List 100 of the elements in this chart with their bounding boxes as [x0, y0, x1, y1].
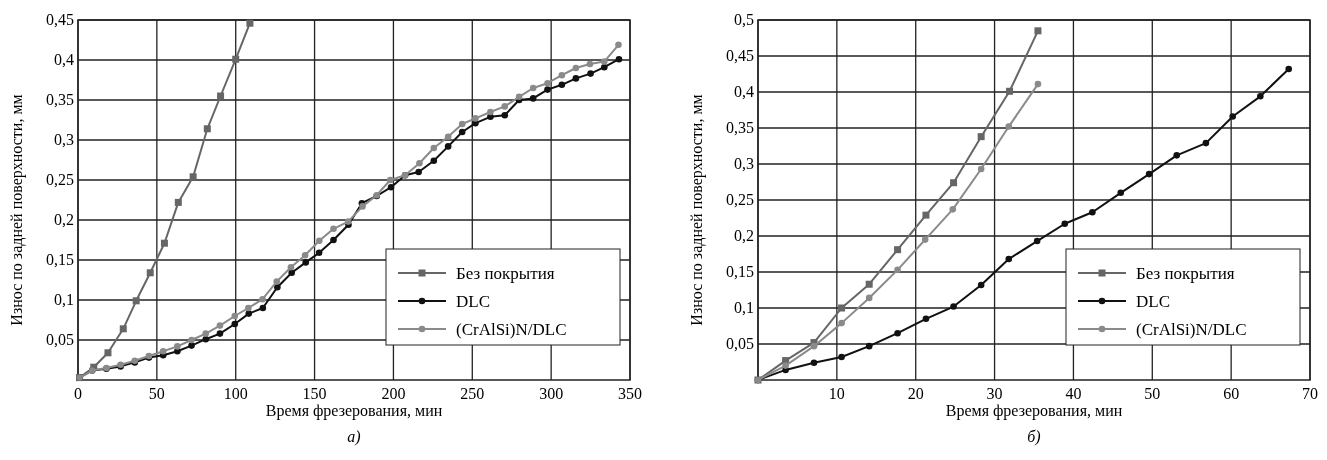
point [273, 278, 281, 285]
x-tick-label: 350 [618, 385, 642, 402]
y-tick-label: 0,4 [734, 83, 754, 100]
point [232, 55, 240, 63]
y-tick-label: 0,25 [726, 191, 754, 208]
point [301, 251, 309, 259]
point [600, 58, 608, 65]
point [146, 269, 154, 277]
point [894, 329, 901, 337]
point [104, 349, 112, 357]
x-tick-label: 150 [302, 385, 327, 402]
x-tick-label: 30 [986, 385, 1003, 402]
y-axis-title: Износ по задней поверхности, мм [8, 94, 26, 326]
y-tick-label: 0,1 [734, 299, 754, 316]
x-tick-label: 10 [828, 385, 845, 402]
point [216, 330, 224, 337]
point [529, 95, 537, 102]
point [274, 283, 281, 291]
legend-label: DLC [456, 292, 490, 311]
point [572, 75, 580, 82]
y-tick-label: 0,25 [46, 171, 74, 188]
point [865, 280, 873, 288]
point [1034, 27, 1042, 35]
x-axis-title: Время фрезерования, мин [945, 402, 1123, 420]
point [587, 70, 594, 77]
legend-label: (CrAlSi)N/DLC [456, 320, 567, 339]
point [782, 362, 789, 369]
point [572, 64, 580, 72]
point [288, 269, 295, 277]
point [1005, 255, 1013, 263]
y-tick-label: 0,2 [54, 211, 74, 228]
point [430, 157, 438, 165]
y-tick-label: 0,35 [726, 119, 754, 136]
point [203, 125, 211, 133]
text: а) [347, 428, 361, 446]
x-axis-title: Время фрезерования, мин [265, 402, 443, 420]
point [330, 225, 337, 233]
x-tick-label: 50 [1144, 385, 1161, 402]
y-tick-label: 0,45 [46, 11, 74, 28]
x-tick-label: 40 [1065, 385, 1082, 402]
legend-label: DLC [1136, 292, 1170, 311]
point [558, 81, 566, 89]
point [444, 143, 452, 150]
point [865, 342, 873, 350]
point [1089, 208, 1096, 216]
point [1285, 65, 1293, 73]
point [977, 281, 985, 289]
point [921, 236, 929, 243]
legend-label: Без покрытия [1136, 264, 1235, 283]
point [259, 295, 266, 303]
point [1145, 170, 1153, 178]
point [160, 239, 168, 247]
point [1033, 237, 1041, 245]
point [231, 320, 239, 328]
x-tick-label: 200 [381, 385, 406, 402]
point [315, 249, 323, 257]
point [615, 41, 622, 49]
point [1034, 80, 1042, 88]
point [189, 173, 197, 181]
y-tick-label: 0,15 [46, 251, 74, 268]
point [132, 297, 140, 305]
x-tick-label: 70 [1302, 385, 1318, 402]
point [472, 115, 479, 122]
point [430, 144, 438, 152]
x-tick-label: 60 [1223, 385, 1240, 402]
point [810, 359, 818, 367]
y-tick-label: 0,5 [734, 11, 754, 28]
point [922, 211, 930, 219]
x-tick-label: 0 [74, 385, 82, 402]
y-tick-label: 0,1 [54, 291, 74, 308]
point [217, 92, 225, 100]
point [188, 342, 195, 349]
y-axis-title: Износ по задней поверхности, мм [688, 94, 706, 326]
text: б) [1027, 428, 1041, 446]
x-tick-label: 250 [460, 385, 485, 402]
y-tick-label: 0,15 [726, 263, 754, 280]
point [386, 176, 394, 184]
y-tick-label: 0,05 [46, 331, 74, 348]
x-tick-label: 100 [223, 385, 248, 402]
point [558, 71, 566, 79]
point [174, 343, 181, 350]
point [246, 19, 254, 27]
point [894, 246, 902, 254]
point [458, 128, 466, 136]
point [444, 133, 452, 141]
y-tick-label: 0,2 [734, 227, 754, 244]
point [1202, 139, 1210, 147]
y-tick-label: 0,45 [726, 47, 754, 64]
point [501, 111, 509, 119]
point [1005, 123, 1013, 130]
point [231, 312, 239, 320]
point [202, 335, 210, 343]
point [544, 86, 551, 93]
x-tick-label: 20 [907, 385, 924, 402]
point [1006, 87, 1014, 95]
point [544, 79, 551, 87]
x-tick-label: 50 [148, 385, 165, 402]
point [287, 263, 295, 271]
point [415, 168, 422, 176]
point [977, 165, 985, 173]
